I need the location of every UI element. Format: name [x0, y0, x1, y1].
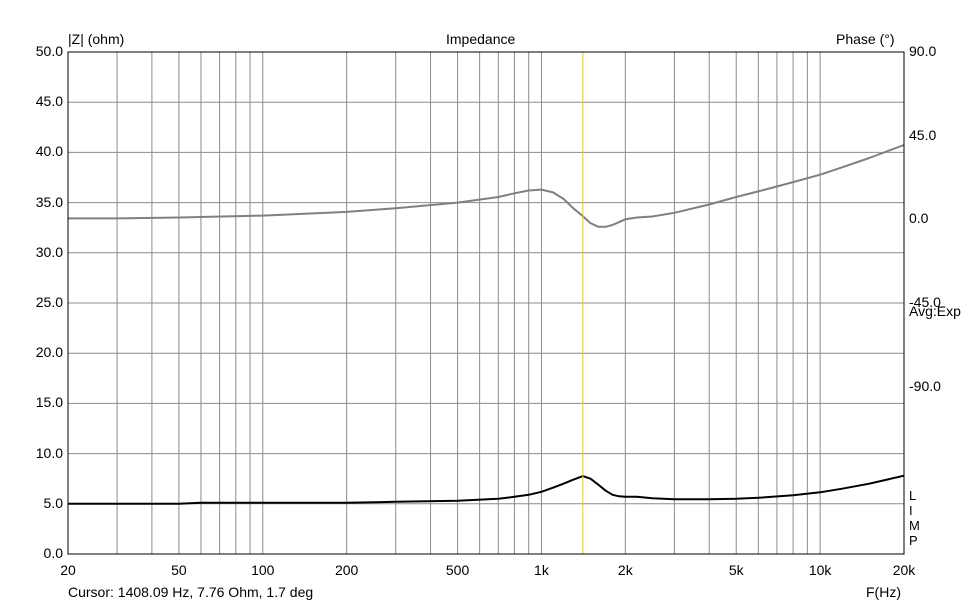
lim-letter-p: P	[909, 533, 918, 548]
y-tick-label: 10.0	[35, 444, 63, 461]
phase-series-line	[68, 144, 905, 228]
y-tick-label: 45.0	[35, 93, 63, 110]
cursor-readout: Cursor: 1408.09 Hz, 7.76 Ohm, 1.7 deg	[68, 584, 314, 600]
y-tick-label: 15.0	[35, 394, 63, 411]
y-tick-label: 20.0	[35, 344, 63, 361]
x-tick-label: 20	[60, 562, 76, 578]
y-tick-label: 35.0	[35, 193, 63, 210]
x-tick-label: 1k	[534, 562, 549, 578]
x-tick-label: 10k	[808, 562, 832, 578]
x-axis-label: F(Hz)	[866, 584, 901, 600]
lim-letter-l: L	[909, 488, 917, 503]
x-tick-label: 500	[445, 562, 470, 578]
x-tick-label: 5k	[728, 562, 744, 578]
y-axis-label: |Z| (ohm)	[68, 31, 125, 47]
y-right-tick-label: 0.0	[909, 210, 929, 227]
lim-letter-i: I	[909, 503, 913, 518]
chart-title: Impedance	[446, 31, 516, 47]
y-tick-label: 25.0	[35, 294, 63, 310]
y-right-axis-label: Phase (°)	[836, 31, 895, 47]
side-text-avg: Avg:Exp	[909, 303, 961, 319]
x-tick-label: 50	[171, 562, 187, 578]
y-tick-label: 40.0	[35, 143, 63, 160]
x-tick-label: 100	[251, 562, 275, 578]
y-right-tick-label: 45.0	[909, 126, 937, 143]
y-right-tick-label: 90.0	[909, 43, 937, 59]
impedance-series-line	[68, 474, 905, 505]
plot-frame	[67, 51, 905, 555]
x-tick-label: 2k	[617, 562, 633, 578]
y-tick-label: 0.0	[43, 545, 63, 561]
y-right-tick-label: -45.0	[909, 294, 941, 310]
lim-letter-m: M	[909, 518, 920, 533]
grid-lines	[68, 52, 904, 554]
x-tick-label: 20k	[892, 562, 916, 578]
x-tick-label: 200	[334, 562, 359, 578]
y-tick-label: 5.0	[43, 494, 63, 511]
series-layer	[68, 144, 905, 505]
y-tick-label: 50.0	[35, 43, 63, 59]
y-tick-label: 30.0	[35, 243, 63, 260]
y-right-tick-label: -90.0	[909, 377, 941, 394]
